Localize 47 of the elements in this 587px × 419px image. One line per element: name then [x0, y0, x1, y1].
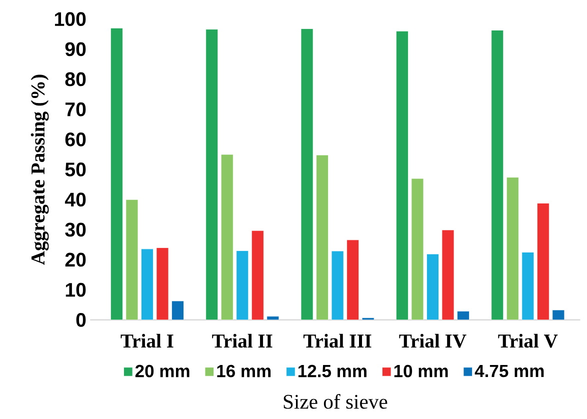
- bar: [300, 28, 314, 320]
- x-axis-title: Size of sieve: [284, 394, 388, 409]
- legend-label: 4.75 mm: [474, 364, 544, 378]
- legend-label: 20 mm: [135, 364, 190, 378]
- bar: [126, 199, 138, 320]
- bar: [522, 252, 534, 320]
- y-tick-label: 0: [76, 312, 86, 327]
- x-tick-label: Trial II: [212, 334, 272, 348]
- y-tick-label: 40: [64, 192, 86, 206]
- bar: [426, 254, 439, 320]
- y-tick-label: 50: [65, 162, 86, 176]
- legend-label: 10 mm: [394, 364, 448, 378]
- bar: [316, 154, 329, 320]
- bar: [251, 230, 264, 320]
- x-tick-label: Trial I: [120, 334, 174, 348]
- y-tick-label: 60: [65, 132, 86, 146]
- y-tick-label: 20: [65, 252, 86, 267]
- bar: [491, 30, 504, 320]
- bar: [331, 250, 344, 320]
- bar: [266, 316, 280, 320]
- bar: [346, 240, 360, 320]
- bar: [172, 300, 184, 320]
- bar: [411, 178, 424, 320]
- bar: [396, 30, 408, 320]
- bar: [206, 29, 218, 320]
- y-tick-label: 80: [65, 72, 86, 86]
- legend-label: 12.5 mm: [298, 364, 366, 378]
- bar: [140, 248, 154, 320]
- bar: [506, 177, 519, 320]
- x-tick-label: Trial V: [498, 334, 558, 348]
- bar: [156, 247, 169, 320]
- y-axis-title: Aggregate Passing (%): [30, 74, 49, 265]
- bar: [442, 230, 454, 320]
- bar: [552, 310, 565, 320]
- bar: [110, 28, 123, 320]
- legend-label: 16 mm: [217, 364, 271, 378]
- y-tick-label: 70: [66, 102, 86, 116]
- y-tick-label: 30: [65, 222, 86, 237]
- y-tick-label: 100: [54, 12, 86, 26]
- bar: [220, 154, 234, 320]
- bar: [536, 202, 550, 320]
- bar: [236, 250, 249, 320]
- y-tick-label: 10: [66, 282, 86, 297]
- x-tick-label: Trial III: [303, 334, 372, 348]
- x-tick-label: Trial IV: [399, 334, 466, 348]
- y-tick-label: 90: [65, 42, 86, 56]
- bar: [457, 310, 470, 320]
